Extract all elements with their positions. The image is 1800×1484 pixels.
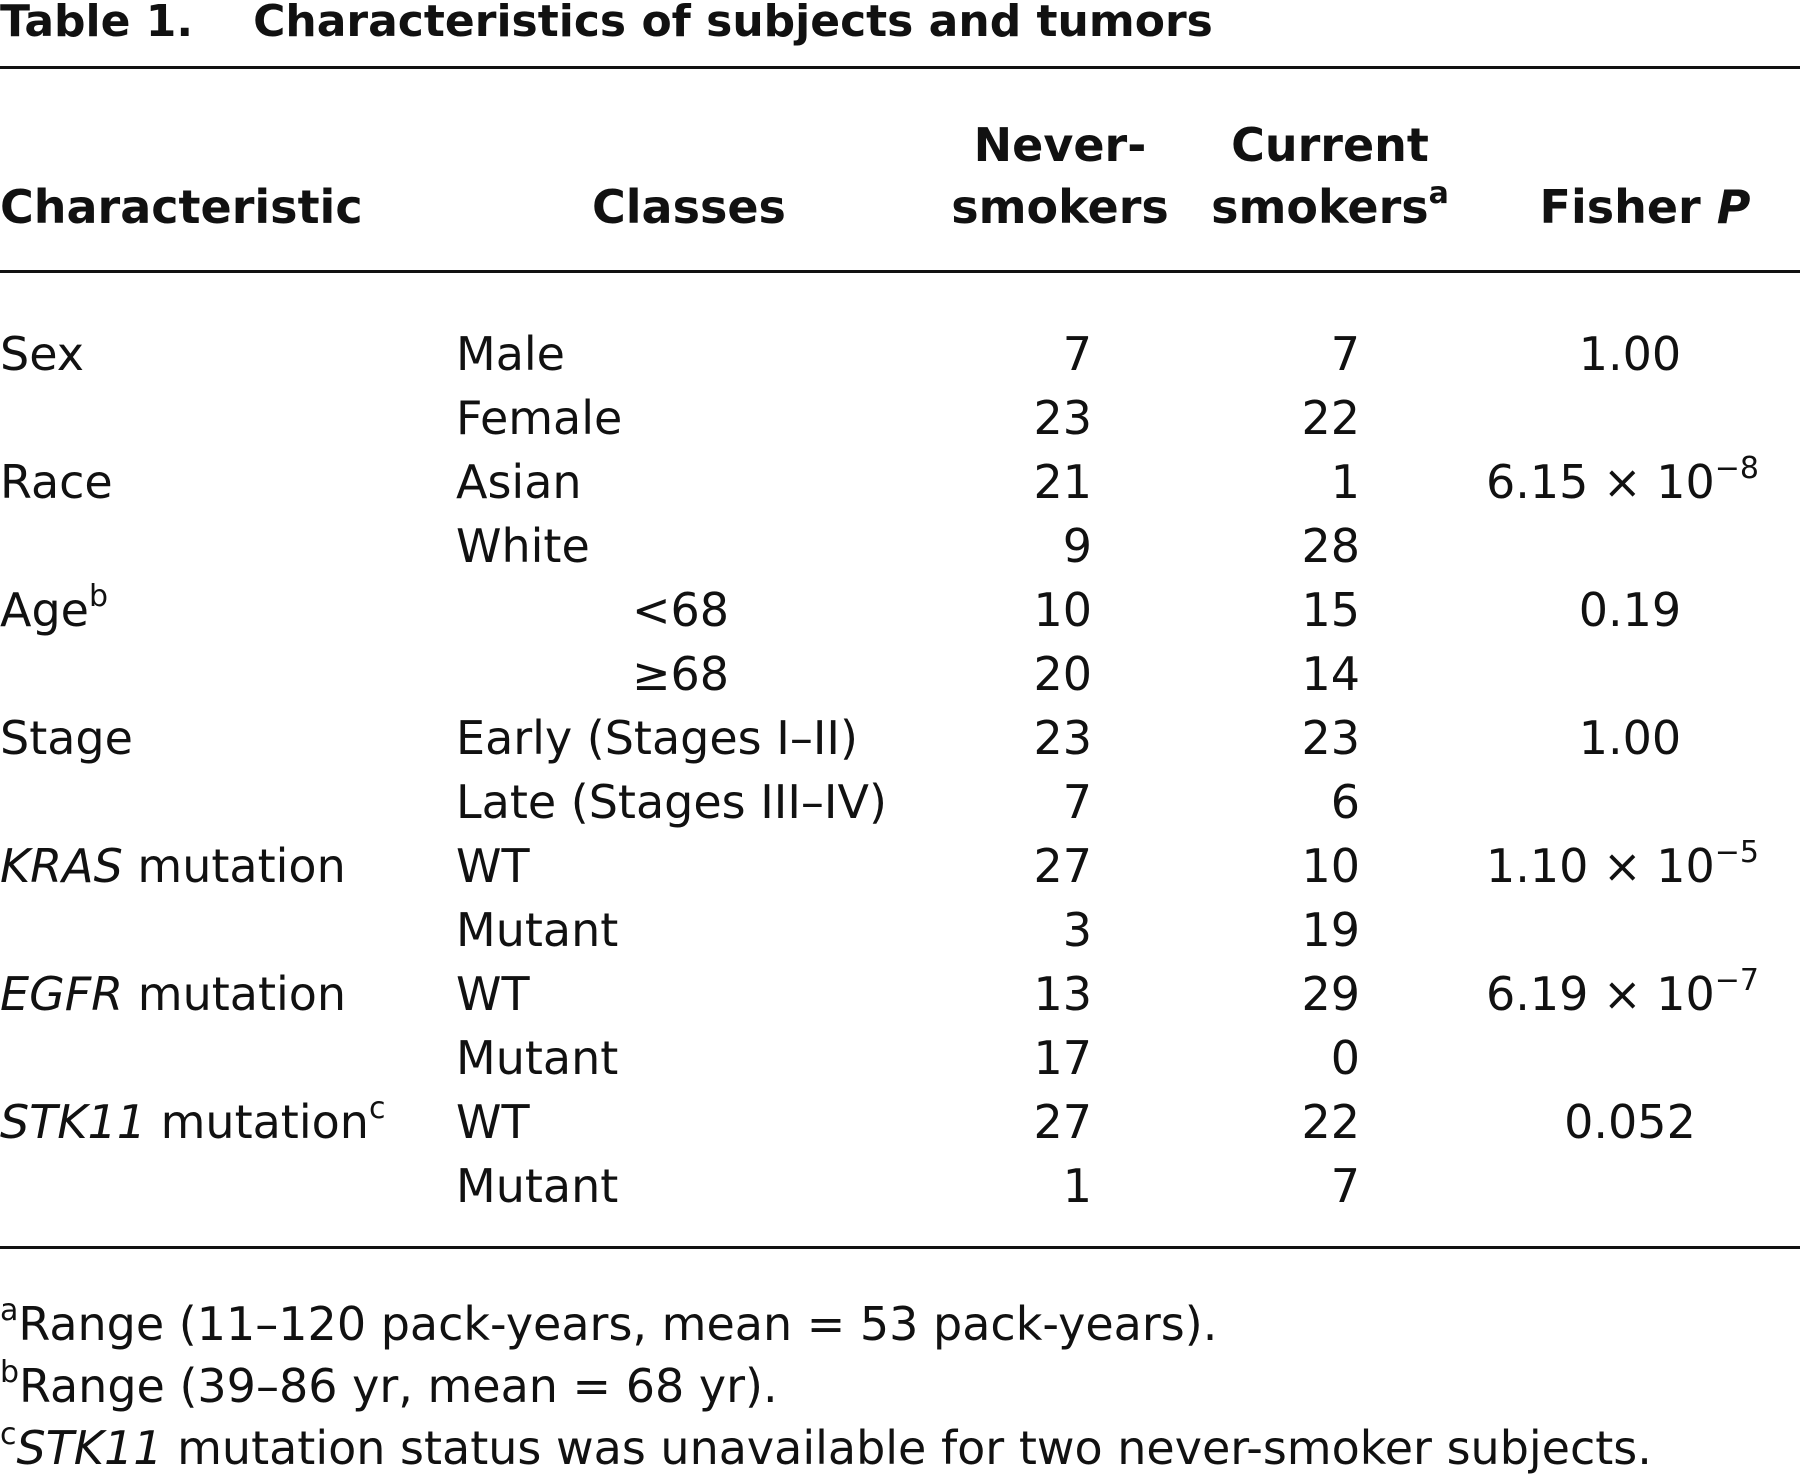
footnote-c: cSTK11 mutation status was unavailable f… bbox=[0, 1416, 1652, 1475]
row-characteristic: KRAS mutation bbox=[0, 839, 346, 893]
row-current-smokers: 14 bbox=[1301, 647, 1360, 701]
row-fisher-p: 1.00 bbox=[1578, 327, 1682, 381]
row-class: Mutant bbox=[456, 1031, 619, 1085]
row-class: WT bbox=[456, 967, 530, 1021]
row-never-smokers: 17 bbox=[1033, 1031, 1092, 1085]
row-current-smokers: 19 bbox=[1301, 903, 1360, 957]
row-current-smokers: 7 bbox=[1330, 1159, 1360, 1213]
row-class: Male bbox=[456, 327, 565, 381]
row-characteristic: Stage bbox=[0, 711, 133, 765]
header-characteristic: Characteristic bbox=[0, 180, 363, 234]
row-current-smokers: 22 bbox=[1301, 1095, 1360, 1149]
row-current-smokers: 6 bbox=[1330, 775, 1360, 829]
row-fisher-p: 6.15 × 10−8 bbox=[1486, 450, 1759, 509]
row-never-smokers: 23 bbox=[1033, 711, 1092, 765]
table-label: Table 1. bbox=[0, 0, 194, 47]
row-never-smokers: 10 bbox=[1033, 583, 1092, 637]
row-class: ≥68 bbox=[632, 647, 730, 701]
header-rule bbox=[0, 270, 1800, 273]
row-fisher-p: 6.19 × 10−7 bbox=[1486, 962, 1759, 1021]
row-current-smokers: 1 bbox=[1330, 455, 1360, 509]
row-class: WT bbox=[456, 1095, 530, 1149]
footnote-a: aRange (11–120 pack-years, mean = 53 pac… bbox=[0, 1292, 1218, 1351]
row-fisher-p: 0.19 bbox=[1578, 583, 1682, 637]
row-characteristic: STK11 mutationc bbox=[0, 1090, 386, 1149]
row-class: Asian bbox=[456, 455, 582, 509]
row-class: Female bbox=[456, 391, 623, 445]
row-current-smokers: 28 bbox=[1301, 519, 1360, 573]
row-class: Late (Stages III–IV) bbox=[456, 775, 887, 829]
row-never-smokers: 21 bbox=[1033, 455, 1092, 509]
row-never-smokers: 9 bbox=[1062, 519, 1092, 573]
row-class: White bbox=[456, 519, 590, 573]
bottom-rule bbox=[0, 1246, 1800, 1249]
header-current-line1: Current bbox=[1231, 118, 1429, 172]
row-never-smokers: 3 bbox=[1062, 903, 1092, 957]
row-class: WT bbox=[456, 839, 530, 893]
row-never-smokers: 13 bbox=[1033, 967, 1092, 1021]
row-never-smokers: 27 bbox=[1033, 839, 1092, 893]
header-current-line2: smokersa bbox=[1211, 175, 1449, 234]
row-never-smokers: 7 bbox=[1062, 775, 1092, 829]
table-caption: Characteristics of subjects and tumors bbox=[253, 0, 1213, 47]
row-never-smokers: 20 bbox=[1033, 647, 1092, 701]
row-class: Early (Stages I–II) bbox=[456, 711, 858, 765]
row-class: <68 bbox=[632, 583, 730, 637]
row-fisher-p: 1.00 bbox=[1578, 711, 1682, 765]
row-never-smokers: 23 bbox=[1033, 391, 1092, 445]
row-characteristic: EGFR mutation bbox=[0, 967, 347, 1021]
row-fisher-p: 0.052 bbox=[1564, 1095, 1696, 1149]
row-characteristic: Race bbox=[0, 455, 113, 509]
table-title: Table 1. Characteristics of subjects and … bbox=[0, 0, 1213, 52]
header-classes: Classes bbox=[592, 180, 786, 234]
row-never-smokers: 1 bbox=[1062, 1159, 1092, 1213]
row-current-smokers: 10 bbox=[1301, 839, 1360, 893]
row-current-smokers: 7 bbox=[1330, 327, 1360, 381]
row-current-smokers: 0 bbox=[1330, 1031, 1360, 1085]
footnote-b: bRange (39–86 yr, mean = 68 yr). bbox=[0, 1354, 778, 1413]
row-current-smokers: 15 bbox=[1301, 583, 1360, 637]
header-never-line1: Never- bbox=[973, 118, 1147, 172]
top-rule bbox=[0, 66, 1800, 69]
header-never-line2: smokers bbox=[951, 180, 1169, 234]
row-fisher-p: 1.10 × 10−5 bbox=[1486, 834, 1759, 893]
row-characteristic: Sex bbox=[0, 327, 84, 381]
header-fisher-p: Fisher P bbox=[1539, 180, 1751, 234]
row-current-smokers: 23 bbox=[1301, 711, 1360, 765]
row-never-smokers: 27 bbox=[1033, 1095, 1092, 1149]
row-never-smokers: 7 bbox=[1062, 327, 1092, 381]
row-current-smokers: 29 bbox=[1301, 967, 1360, 1021]
row-class: Mutant bbox=[456, 903, 619, 957]
row-class: Mutant bbox=[456, 1159, 619, 1213]
row-characteristic: Ageb bbox=[0, 578, 109, 637]
row-current-smokers: 22 bbox=[1301, 391, 1360, 445]
